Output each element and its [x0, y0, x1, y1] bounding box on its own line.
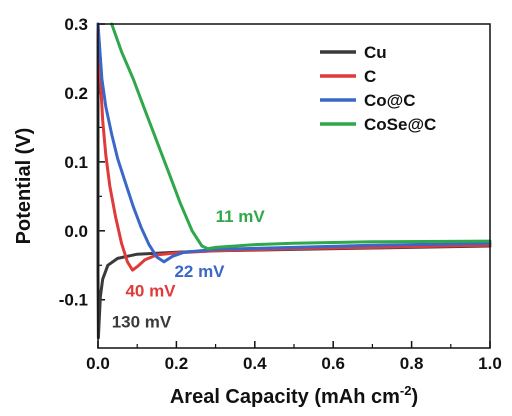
y-axis-title: Potential (V) [13, 128, 35, 245]
legend-label: Co@C [364, 91, 416, 110]
legend: Cu C Co@C CoSe@C [320, 43, 436, 134]
x-axis-title-main: Areal Capacity (mAh cm [170, 386, 400, 408]
y-tick-label: 0.0 [64, 222, 88, 241]
x-tick-label: 0.6 [321, 354, 345, 373]
series-line-co-c [96, 22, 492, 264]
x-axis-title: Areal Capacity (mAh cm-2) [170, 383, 418, 408]
y-tick-label: 0.2 [64, 84, 88, 103]
annotation-label: 22 mV [174, 262, 225, 281]
y-tick-label: -0.1 [59, 291, 88, 310]
legend-label: CoSe@C [364, 115, 436, 134]
x-tick-label: 0.2 [165, 354, 189, 373]
x-tick-label: 0.0 [86, 354, 110, 373]
x-axis-title-sup: -2 [400, 383, 412, 398]
plot-frame [97, 23, 491, 349]
x-tick-label: 0.4 [243, 354, 267, 373]
x-tick-label: 1.0 [478, 354, 502, 373]
y-tick-label: 0.3 [64, 15, 88, 34]
legend-label: C [364, 67, 376, 86]
x-tick-labels: 0.0 0.2 0.4 0.6 0.8 1.0 [86, 354, 502, 373]
legend-label: Cu [364, 43, 387, 62]
series-line-cose-c [110, 22, 492, 251]
annotation-label: 130 mV [112, 312, 172, 331]
annotation-label: 11 mV [216, 207, 266, 226]
x-axis-title-end: ) [411, 386, 418, 408]
series-line-c [96, 22, 492, 272]
x-tick-label: 0.8 [400, 354, 424, 373]
y-tick-labels: -0.1 0.0 0.1 0.2 0.3 [59, 15, 88, 310]
y-tick-label: 0.1 [64, 153, 88, 172]
annotation-label: 40 mV [125, 281, 176, 300]
